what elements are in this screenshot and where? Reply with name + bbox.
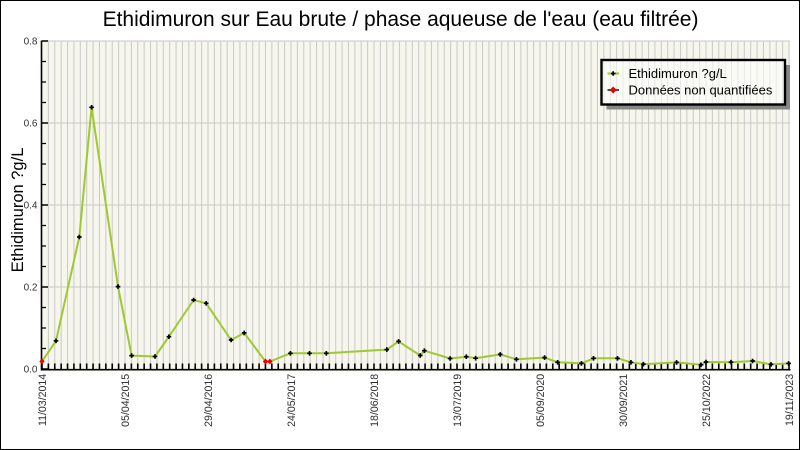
svg-text:0.6: 0.6: [24, 119, 38, 130]
svg-text:29/04/2016: 29/04/2016: [203, 374, 215, 427]
svg-text:0.2: 0.2: [24, 283, 38, 294]
svg-text:18/06/2018: 18/06/2018: [369, 374, 381, 427]
svg-text:24/05/2017: 24/05/2017: [286, 374, 298, 427]
svg-text:11/03/2014: 11/03/2014: [37, 374, 49, 426]
svg-text:0.0: 0.0: [24, 365, 38, 376]
svg-text:25/10/2022: 25/10/2022: [701, 374, 713, 427]
svg-text:19/11/2023: 19/11/2023: [784, 374, 796, 426]
svg-text:30/09/2021: 30/09/2021: [618, 374, 630, 427]
svg-text:05/09/2020: 05/09/2020: [535, 374, 547, 427]
svg-text:Ethidimuron ?g/L: Ethidimuron ?g/L: [9, 148, 27, 273]
svg-text:Données non quantifiées: Données non quantifiées: [629, 83, 773, 98]
svg-text:Ethidimuron sur Eau brute / ph: Ethidimuron sur Eau brute / phase aqueus…: [103, 8, 699, 31]
svg-text:13/07/2019: 13/07/2019: [452, 374, 464, 427]
svg-text:0.4: 0.4: [24, 201, 38, 212]
svg-text:05/04/2015: 05/04/2015: [120, 374, 132, 427]
svg-text:0.8: 0.8: [24, 37, 38, 48]
svg-text:Ethidimuron ?g/L: Ethidimuron ?g/L: [629, 66, 727, 81]
